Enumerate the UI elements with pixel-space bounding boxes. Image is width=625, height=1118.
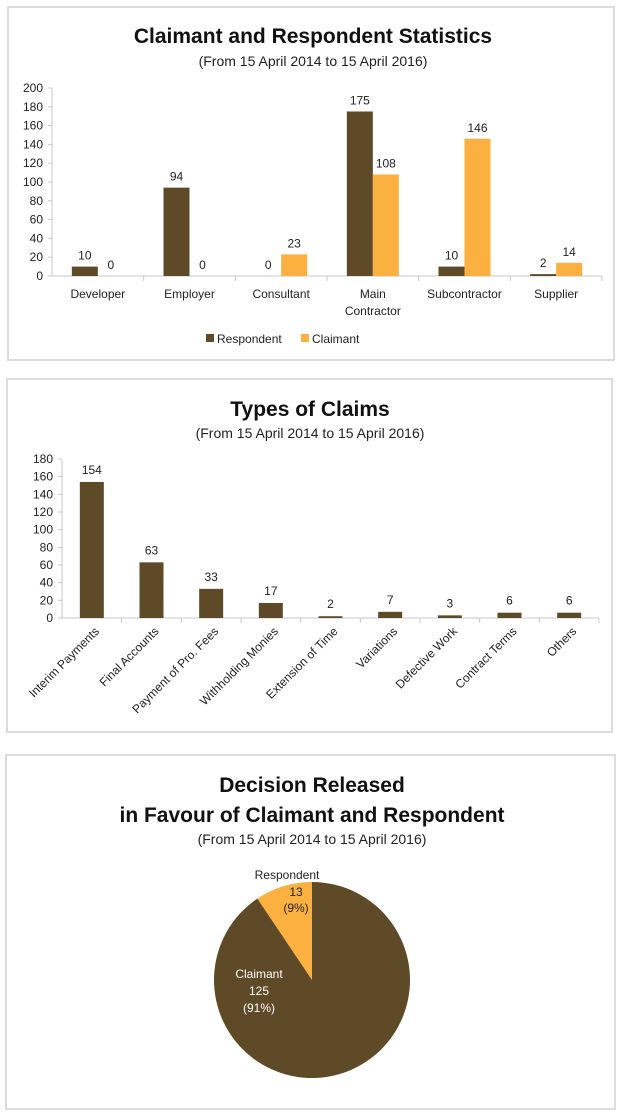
x-tick-label: Contract Terms — [452, 624, 519, 691]
x-tick-label: Consultant — [252, 287, 310, 301]
y-tick-label: 80 — [30, 194, 44, 208]
y-tick-label: 80 — [40, 540, 54, 554]
data-label: 7 — [387, 593, 394, 607]
y-tick-label: 140 — [33, 487, 53, 501]
chart-subtitle: (From 15 April 2014 to 15 April 2016) — [196, 425, 425, 441]
data-label: 14 — [562, 245, 576, 259]
decision-pie-chart: Decision Released in Favour of Claimant … — [119, 774, 505, 1078]
pie-slice-respondent — [257, 882, 312, 980]
bar — [497, 612, 522, 618]
chart-title: Claimant and Respondent Statistics — [134, 25, 492, 48]
y-tick-label: 0 — [46, 611, 53, 625]
bar — [199, 588, 224, 618]
data-label: 10 — [445, 249, 459, 263]
y-tick-label: 40 — [30, 231, 44, 245]
data-label: 0 — [265, 258, 272, 272]
data-label: 146 — [467, 121, 487, 135]
bar — [378, 611, 403, 618]
data-label: 3 — [446, 596, 453, 610]
data-label: 6 — [566, 594, 573, 608]
y-tick-label: 40 — [40, 576, 54, 590]
data-label: 2 — [540, 256, 547, 270]
y-tick-label: 180 — [33, 452, 53, 466]
bar — [79, 481, 104, 618]
bar — [557, 612, 582, 618]
bar-claimant — [556, 262, 583, 276]
claimant-respondent-chart-panel: Claimant and Respondent Statistics (From… — [7, 6, 615, 361]
data-label: 10 — [78, 249, 92, 263]
data-label: 175 — [350, 94, 370, 108]
pie-label-value: 125 — [249, 984, 269, 998]
pie-label-name: Claimant — [235, 967, 283, 981]
chart-title: Types of Claims — [230, 398, 390, 421]
bar-respondent — [530, 274, 557, 276]
bar-claimant — [372, 174, 399, 276]
pie-slice-claimant — [213, 882, 410, 1078]
y-tick-label: 120 — [33, 505, 53, 519]
y-tick-label: 180 — [23, 100, 43, 114]
data-label: 63 — [145, 543, 159, 557]
chart-subtitle: (From 15 April 2014 to 15 April 2016) — [198, 831, 427, 847]
x-tick-label: Main — [360, 287, 386, 301]
y-tick-label: 100 — [33, 523, 53, 537]
legend-swatch-claimant — [301, 334, 309, 342]
bar-claimant — [281, 254, 308, 276]
data-label: 33 — [204, 570, 218, 584]
data-label: 2 — [327, 597, 334, 611]
data-label: 94 — [170, 170, 184, 184]
bar-respondent — [346, 111, 373, 276]
pie-label-value: 13 — [289, 885, 303, 899]
legend: Respondent Claimant — [206, 332, 360, 346]
bar-respondent — [163, 187, 190, 276]
y-tick-label: 160 — [23, 119, 43, 133]
legend-label-claimant: Claimant — [312, 332, 360, 346]
bar-respondent — [438, 266, 465, 276]
y-tick-label: 60 — [40, 558, 54, 572]
data-label: 17 — [264, 584, 278, 598]
data-label: 108 — [376, 156, 396, 170]
data-label: 154 — [82, 463, 102, 477]
chart-subtitle: (From 15 April 2014 to 15 April 2016) — [199, 53, 428, 69]
bar — [139, 562, 164, 618]
x-tick-label: Variations — [353, 624, 400, 671]
x-tick-label: Employer — [164, 287, 215, 301]
y-tick-label: 60 — [30, 213, 44, 227]
y-tick-label: 120 — [23, 156, 43, 170]
bar-claimant — [464, 138, 491, 276]
pie-label-percent: (9%) — [283, 901, 308, 915]
chart-title-line-2: in Favour of Claimant and Respondent — [119, 804, 504, 827]
x-tick-label: Contractor — [345, 304, 401, 318]
x-tick-label: Interim Payments — [26, 624, 102, 700]
legend-label-respondent: Respondent — [217, 332, 282, 346]
x-tick-label: Final Accounts — [97, 624, 162, 689]
y-tick-label: 140 — [23, 137, 43, 151]
data-label: 23 — [287, 236, 301, 250]
y-tick-label: 20 — [40, 593, 54, 607]
y-tick-label: 20 — [30, 250, 44, 264]
y-tick-label: 100 — [23, 175, 43, 189]
types-of-claims-chart: Types of Claims (From 15 April 2014 to 1… — [26, 398, 600, 716]
bar — [437, 615, 462, 618]
y-tick-label: 0 — [36, 269, 43, 283]
y-tick-label: 160 — [33, 470, 53, 484]
x-tick-label: Subcontractor — [427, 287, 502, 301]
pie-label-name: Respondent — [255, 868, 320, 882]
x-tick-label: Defective Work — [393, 624, 461, 692]
data-label: 0 — [199, 258, 206, 272]
chart-title-line-1: Decision Released — [219, 774, 405, 797]
legend-swatch-respondent — [206, 334, 214, 342]
x-tick-label: Supplier — [534, 287, 578, 301]
bar-respondent — [71, 266, 98, 276]
claimant-respondent-chart: Claimant and Respondent Statistics (From… — [23, 25, 603, 346]
bar — [258, 602, 283, 618]
bar — [318, 616, 343, 618]
decision-pie-chart-panel: Decision Released in Favour of Claimant … — [5, 754, 616, 1110]
x-tick-label: Developer — [70, 287, 125, 301]
data-label: 6 — [506, 594, 513, 608]
x-tick-label: Others — [544, 624, 579, 659]
data-label: 0 — [107, 258, 114, 272]
pie-label-percent: (91%) — [243, 1001, 275, 1015]
types-of-claims-chart-panel: Types of Claims (From 15 April 2014 to 1… — [6, 378, 613, 733]
y-tick-label: 200 — [23, 81, 43, 95]
